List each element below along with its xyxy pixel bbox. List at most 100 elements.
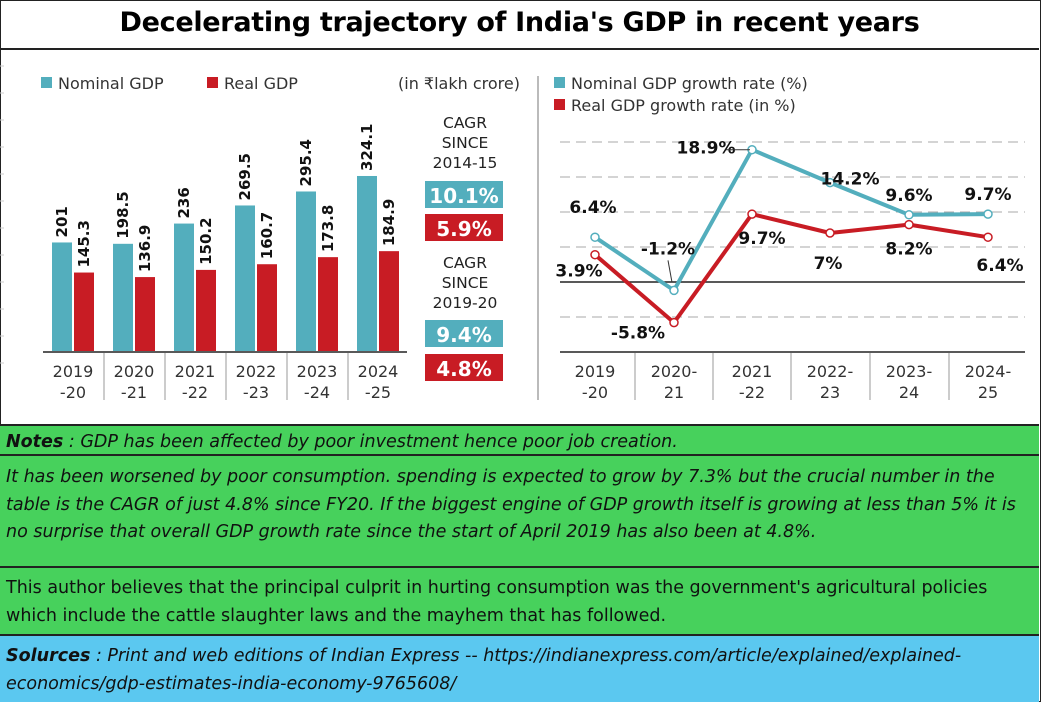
point-nominal-growth xyxy=(669,285,679,296)
line-category-label-2: 24 xyxy=(899,383,919,402)
notes-label: Notes xyxy=(6,432,64,452)
sources-text: : Print and web editions of Indian Expre… xyxy=(6,646,962,694)
cagr-label: SINCE xyxy=(442,274,489,292)
cagr-real-box xyxy=(425,354,503,381)
bar-real-value: 160.7 xyxy=(258,212,276,259)
bar-real xyxy=(379,251,399,351)
notes-panel-2: It has been worsened by poor consumption… xyxy=(0,454,1039,566)
bar-real xyxy=(74,272,94,351)
bar-real-value: 136.9 xyxy=(136,225,154,272)
bar-real xyxy=(135,277,155,351)
line-real-growth xyxy=(593,212,989,325)
bar-nominal xyxy=(296,191,316,351)
point-nominal-growth xyxy=(825,177,835,188)
notes-panel-1: Notes : GDP has been affected by poor in… xyxy=(0,424,1039,454)
bar-category-label-2: -25 xyxy=(365,383,391,402)
leader-line xyxy=(667,260,673,283)
data-label-nominal-growth: 14.2% xyxy=(821,170,880,190)
notes-text-1: : GDP has been affected by poor investme… xyxy=(63,432,678,452)
point-real-growth xyxy=(983,232,993,242)
cagr-label: 2019-20 xyxy=(433,294,498,312)
cagr-real-value: 4.8% xyxy=(436,357,491,381)
bar-category-label-2: -22 xyxy=(182,383,208,402)
bar-nominal xyxy=(52,242,72,351)
bar-nominal-value: 201 xyxy=(53,206,71,237)
bar-real-value: 173.8 xyxy=(319,205,337,252)
data-label-nominal-growth: -1.2% xyxy=(641,239,695,259)
bar-nominal-value: 236 xyxy=(175,187,193,218)
cagr-nominal-value: 10.1% xyxy=(429,184,498,208)
data-label-nominal-growth: 9.6% xyxy=(885,186,932,206)
line-category-label-2: 23 xyxy=(820,383,840,402)
cagr-real-value: 5.9% xyxy=(436,217,491,241)
bar-unit-label: (in ₹lakh crore) xyxy=(398,74,520,93)
sources-label: Solurces xyxy=(6,646,91,666)
line-category-label-2: 25 xyxy=(978,383,998,402)
bar-nominal xyxy=(235,205,255,351)
bar-nominal xyxy=(357,175,377,351)
cagr-real-box xyxy=(425,214,503,241)
bar-real-value: 145.3 xyxy=(75,220,93,267)
data-label-real-growth: 8.2% xyxy=(885,240,932,260)
cagr-label: CAGR xyxy=(443,114,487,132)
charts-svg: Nominal GDP Real GDP (in ₹lakh crore)201 14… xyxy=(0,65,1025,402)
bar-category-label-2: -23 xyxy=(243,383,269,402)
notes-text-3: This author believes that the principal … xyxy=(6,578,988,626)
line-category-label-1: 2024- xyxy=(965,362,1012,381)
page-title: Decelerating trajectory of India's GDP i… xyxy=(119,7,920,38)
point-nominal-growth xyxy=(904,210,914,220)
cagr-label: SINCE xyxy=(442,134,489,152)
bar-real xyxy=(196,269,216,351)
point-real-growth xyxy=(747,209,757,219)
bar-category-label-2: -20 xyxy=(60,383,86,402)
bar-nominal-value: 269.5 xyxy=(236,153,254,200)
cagr-nominal-value: 9.4% xyxy=(436,323,491,347)
bar-real-value: 150.2 xyxy=(197,217,215,264)
line-nominal-growth xyxy=(593,147,989,293)
cagr-label: 2014-15 xyxy=(433,154,498,172)
point-real-growth xyxy=(669,317,679,328)
data-label-real-growth: 3.9% xyxy=(555,262,602,282)
data-label-real-growth: -5.8% xyxy=(611,324,665,344)
line-category-label-1: 2021 xyxy=(732,362,773,381)
title-box: Decelerating trajectory of India's GDP i… xyxy=(0,0,1039,50)
data-label-real-growth: 7% xyxy=(814,254,843,274)
data-label-nominal-growth: 6.4% xyxy=(569,198,616,218)
data-label-real-growth: 9.7% xyxy=(738,229,785,249)
bar-real xyxy=(257,264,277,351)
bar-category-label-2: -21 xyxy=(121,383,147,402)
legend-nominal-growth-swatch xyxy=(554,77,565,88)
sources-panel: Solurces : Print and web editions of Ind… xyxy=(0,634,1039,702)
bar-real-value: 184.9 xyxy=(380,199,398,246)
line-category-label-1: 2019 xyxy=(575,362,616,381)
legend-nominal-label: Nominal GDP xyxy=(58,74,164,93)
legend-real-swatch xyxy=(207,77,218,88)
cagr-nominal-box xyxy=(425,320,503,347)
legend-nominal-growth-label: Nominal GDP growth rate (%) xyxy=(571,74,808,93)
bar-nominal-value: 198.5 xyxy=(114,191,132,238)
line-category-label-2: -22 xyxy=(739,383,765,402)
bar-category-label-1: 2020 xyxy=(114,362,155,381)
bar-real xyxy=(318,257,338,351)
bar-nominal-value: 324.1 xyxy=(358,124,376,171)
line-category-label-2: 21 xyxy=(664,383,684,402)
line-category-label-1: 2022- xyxy=(807,362,854,381)
cagr-nominal-box xyxy=(425,181,503,208)
line-category-label-1: 2020- xyxy=(651,362,698,381)
notes-panel-3: This author believes that the principal … xyxy=(0,566,1039,634)
line-category-label-1: 2023- xyxy=(886,362,933,381)
legend-real-label: Real GDP xyxy=(224,74,298,93)
legend-real-growth-label: Real GDP growth rate (in %) xyxy=(571,96,796,115)
bar-category-label-2: -24 xyxy=(304,383,330,402)
point-real-growth xyxy=(590,249,600,260)
bar-nominal-value: 295.4 xyxy=(297,139,315,186)
charts-area: Nominal GDP Real GDP (in ₹lakh crore) 201 14… xyxy=(0,50,1039,424)
notes-text-2: It has been worsened by poor consumption… xyxy=(6,467,1016,542)
bar-category-label-1: 2019 xyxy=(53,362,94,381)
cagr-label: CAGR xyxy=(443,254,487,272)
line-category-label-2: -20 xyxy=(582,383,608,402)
bar-category-label-1: 2023 xyxy=(297,362,338,381)
data-label-nominal-growth: 9.7% xyxy=(964,185,1011,205)
bar-nominal xyxy=(113,243,133,351)
bar-nominal xyxy=(174,223,194,351)
